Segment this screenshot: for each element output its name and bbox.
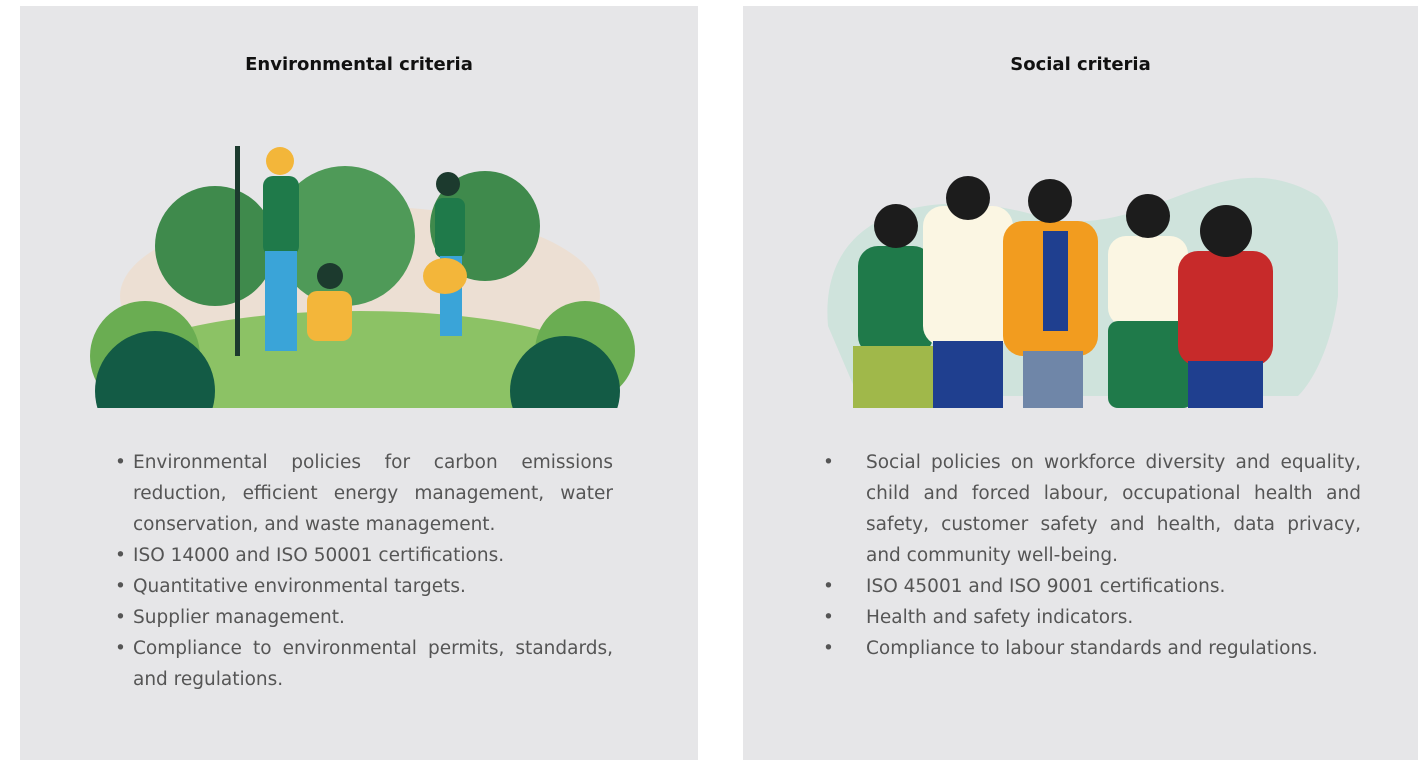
people-illustration	[818, 126, 1338, 408]
page: Environmental criteria Environmental pol…	[0, 0, 1418, 760]
list-item: Quantitative environmental targets.	[133, 571, 613, 602]
card-title: Social criteria	[743, 54, 1418, 75]
social-card: Social criteria Social policies on workf…	[743, 6, 1418, 760]
criteria-list: Environmental policies for carbon emissi…	[133, 447, 613, 695]
list-item: ISO 45001 and ISO 9001 certifications.	[866, 571, 1361, 602]
list-item: Supplier management.	[133, 602, 613, 633]
list-item: ISO 14000 and ISO 50001 certifications.	[133, 540, 613, 571]
list-item: Compliance to labour standards and regul…	[866, 633, 1361, 664]
list-item: Environmental policies for carbon emissi…	[133, 447, 613, 540]
list-item: Health and safety indicators.	[866, 602, 1361, 633]
criteria-list: Social policies on workforce diversity a…	[866, 447, 1361, 664]
list-item: Compliance to environmental permits, sta…	[133, 633, 613, 695]
environmental-card: Environmental criteria Environmental pol…	[20, 6, 698, 760]
card-title: Environmental criteria	[20, 54, 698, 75]
gardening-illustration	[85, 126, 635, 408]
list-item: Social policies on workforce diversity a…	[866, 447, 1361, 571]
